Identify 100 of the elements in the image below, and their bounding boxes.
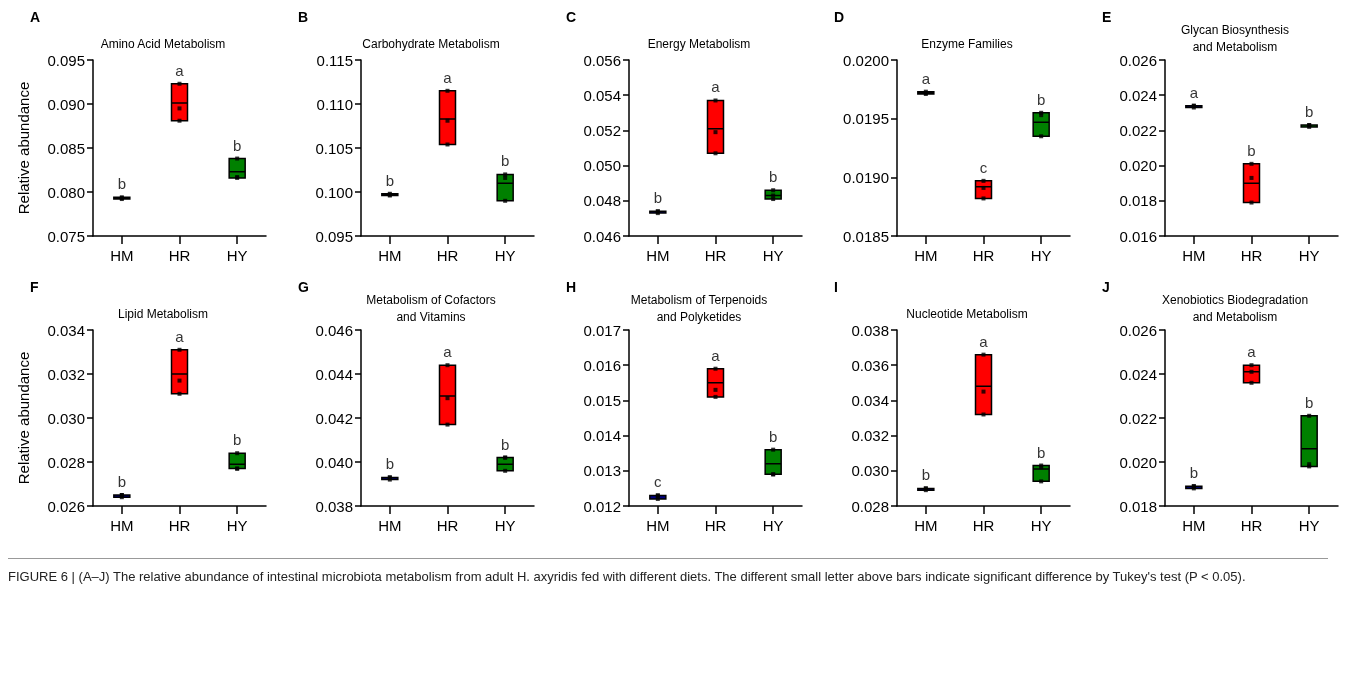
- annotation: a: [921, 69, 931, 87]
- y-tick-label: 0.095: [315, 227, 353, 245]
- y-tick-label: 0.052: [583, 121, 621, 139]
- text: I: [834, 279, 838, 295]
- y-tick-label: 0.016: [1119, 227, 1157, 245]
- x-tick-label: HY: [1030, 517, 1052, 534]
- x-tick-label: HM: [110, 247, 134, 264]
- annotation: a: [711, 78, 721, 96]
- annotation: c: [979, 158, 988, 176]
- x-tick-label: HR: [704, 247, 727, 264]
- chart-title: Glycan Biosynthesis and Metabolism: [1180, 22, 1290, 54]
- chart-title: Nucleotide Metabolism: [906, 306, 1028, 321]
- y-tick-label: 0.050: [583, 157, 621, 175]
- x-tick-label: HR: [436, 247, 459, 264]
- x-tick-label: HY: [762, 517, 784, 534]
- y-tick-label: 0.024: [1119, 86, 1157, 104]
- y-tick-label: 0.0190: [843, 168, 889, 186]
- annotation: b: [768, 168, 778, 186]
- x-tick-label: HY: [226, 517, 248, 534]
- y-tick-label: 0.038: [851, 321, 889, 339]
- text: G: [298, 279, 309, 295]
- x-tick-label: HY: [494, 517, 516, 534]
- text: F: [30, 279, 39, 295]
- y-tick-label: 0.046: [583, 227, 621, 245]
- y-tick-label: 0.018: [1119, 497, 1157, 515]
- y-tick-label: 0.013: [583, 462, 621, 480]
- x-tick-label: HM: [646, 247, 670, 264]
- chart-title: Energy Metabolism: [647, 36, 751, 51]
- annotation: b: [1304, 103, 1314, 121]
- caption: FIGURE 6 | (A–J) The relative abundance of intestinal microbiota metabolism from adult H. axyridis fed with different diets. The different small letter above bars indicate significant difference by Tukey's test (P < 0.05).: [8, 568, 1247, 586]
- x-tick-label: HY: [226, 247, 248, 264]
- y-tick-label: 0.030: [47, 409, 85, 427]
- x-tick-label: HM: [378, 517, 402, 534]
- x-tick-label: HR: [1240, 247, 1263, 264]
- annotation: b: [232, 136, 242, 154]
- y-tick-label: 0.022: [1119, 409, 1157, 427]
- annotation: b: [232, 431, 242, 449]
- text: D: [834, 9, 845, 25]
- x-tick-label: HR: [972, 517, 995, 534]
- y-tick-label: 0.020: [1119, 453, 1157, 471]
- text: B: [298, 9, 309, 25]
- annotation: b: [921, 466, 931, 484]
- chart-title: Xenobiotics Biodegradation and Metabolism: [1161, 292, 1309, 324]
- annotation: b: [500, 435, 510, 453]
- chart-title: Carbohydrate Metabolism: [362, 36, 500, 51]
- y-tick-label: 0.075: [47, 227, 85, 245]
- y-tick-label: 0.056: [583, 51, 621, 69]
- y-tick-label: 0.0195: [843, 110, 889, 128]
- y-tick-label: 0.034: [851, 391, 889, 409]
- y-tick-label: 0.022: [1119, 121, 1157, 139]
- chart-title: Lipid Metabolism: [117, 306, 209, 321]
- y-tick-label: 0.100: [315, 183, 353, 201]
- annotation: a: [711, 346, 721, 364]
- x-tick-label: HY: [1030, 247, 1052, 264]
- annotation: b: [1304, 393, 1314, 411]
- x-tick-label: HM: [914, 247, 938, 264]
- y-tick-label: 0.024: [1119, 365, 1157, 383]
- y-axis-title: Relative abundance: [15, 81, 32, 215]
- annotation: b: [768, 427, 778, 445]
- annotation: b: [385, 455, 395, 473]
- y-tick-label: 0.020: [1119, 157, 1157, 175]
- x-tick-label: HY: [1298, 517, 1320, 534]
- text: A: [30, 9, 41, 25]
- y-tick-label: 0.032: [47, 365, 85, 383]
- y-tick-label: 0.028: [851, 497, 889, 515]
- y-tick-label: 0.026: [47, 497, 85, 515]
- chart-title: Metabolism of Cofactors and Vitamins: [366, 292, 496, 324]
- y-tick-label: 0.0185: [843, 227, 889, 245]
- y-tick-label: 0.110: [316, 95, 353, 113]
- annotation: b: [117, 175, 127, 193]
- y-tick-label: 0.014: [583, 427, 621, 445]
- annotation: b: [653, 189, 663, 207]
- x-tick-label: HR: [168, 517, 191, 534]
- annotation: b: [117, 473, 127, 490]
- x-tick-label: HR: [436, 517, 459, 534]
- x-tick-label: HM: [110, 517, 134, 534]
- y-tick-label: 0.017: [583, 321, 621, 339]
- y-tick-label: 0.085: [47, 139, 85, 157]
- y-tick-label: 0.012: [583, 497, 621, 515]
- y-tick-label: 0.026: [1119, 51, 1157, 69]
- chart-title: Amino Acid Metabolism: [100, 36, 226, 51]
- chart-title: Enzyme Families: [921, 36, 1013, 51]
- annotation: b: [1189, 464, 1199, 482]
- x-tick-label: HR: [704, 517, 727, 534]
- y-tick-label: 0.018: [1119, 192, 1157, 210]
- y-tick-label: 0.044: [315, 365, 353, 383]
- annotation: a: [443, 343, 453, 361]
- y-tick-label: 0.034: [47, 321, 85, 339]
- x-tick-label: HM: [1182, 247, 1206, 264]
- y-tick-label: 0.054: [583, 86, 621, 104]
- text: E: [1102, 9, 1112, 25]
- y-tick-label: 0.015: [583, 391, 621, 409]
- annotation: b: [1036, 90, 1046, 108]
- y-axis-title: Relative abundance: [15, 351, 32, 485]
- x-tick-label: HM: [378, 247, 402, 264]
- x-tick-label: HR: [1240, 517, 1263, 534]
- x-tick-label: HR: [168, 247, 191, 264]
- x-tick-label: HM: [646, 517, 670, 534]
- x-tick-label: HM: [1182, 517, 1206, 534]
- y-tick-label: 0.048: [583, 192, 621, 210]
